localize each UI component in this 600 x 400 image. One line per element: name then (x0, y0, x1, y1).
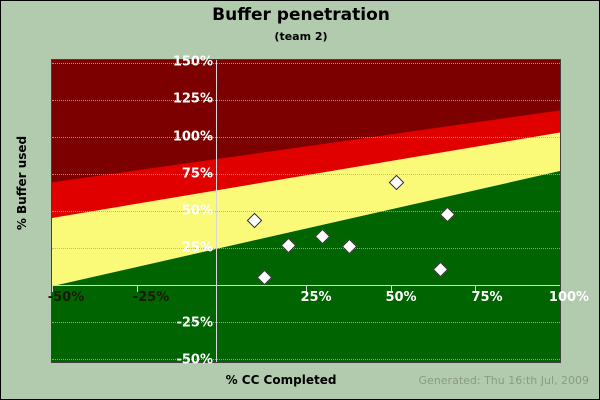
ytick-125 (204, 99, 212, 101)
y-tick-label: 75% (181, 166, 213, 182)
gridline-y-150 (52, 62, 560, 64)
ytick-25 (204, 247, 212, 249)
chart-title: Buffer penetration (212, 5, 390, 25)
y-tick-label: 25% (181, 240, 213, 256)
y-tick-label: 125% (172, 91, 213, 107)
y-axis-zero-line (216, 60, 218, 362)
y-tick-label: 150% (172, 54, 213, 70)
ytick-100 (204, 136, 212, 138)
gridline-y-25 (52, 247, 560, 249)
xtick-25 (306, 285, 307, 293)
x-tick-label: 75% (471, 290, 503, 305)
xtick-75 (475, 285, 477, 293)
y-tick-label: -25% (176, 315, 213, 331)
y-tick-label: 100% (172, 129, 213, 144)
gridline-y--50 (52, 359, 560, 361)
x-axis-zero-line (52, 285, 560, 287)
y-axis-title: % Buffer used (15, 135, 29, 231)
gridline-y-125 (52, 99, 560, 101)
y-tick-label: -50% (176, 352, 213, 368)
xtick-50 (390, 285, 392, 293)
plot-area (51, 59, 561, 363)
x-tick-label: 50% (385, 290, 417, 305)
gridline-y-75 (52, 174, 560, 175)
ytick-75 (204, 174, 212, 175)
chart-subtitle: (team 2) (274, 30, 328, 43)
gridline-y-50 (52, 211, 560, 212)
x-tick-label: 100% (548, 290, 590, 305)
gridline-y--25 (52, 322, 560, 323)
generated-timestamp: Generated: Thu 16:th Jul, 2009 (418, 374, 589, 387)
x-tick-label: -25% (132, 290, 170, 305)
xtick--25 (136, 285, 138, 293)
ytick-50 (204, 211, 212, 212)
x-tick-label: -50% (47, 290, 85, 305)
x-tick-label: 25% (300, 290, 332, 305)
x-tick-labels: -50% -25% 25% 50% 75% 100% (47, 290, 589, 312)
xtick--50 (52, 285, 53, 293)
gridline-y-100 (52, 136, 560, 138)
y-tick-label: 50% (181, 203, 213, 219)
x-axis-title: % CC Completed (225, 373, 337, 387)
y-tick-labels: 150% 125% 100% 75% 50% 25% -25% -50% (151, 55, 213, 368)
